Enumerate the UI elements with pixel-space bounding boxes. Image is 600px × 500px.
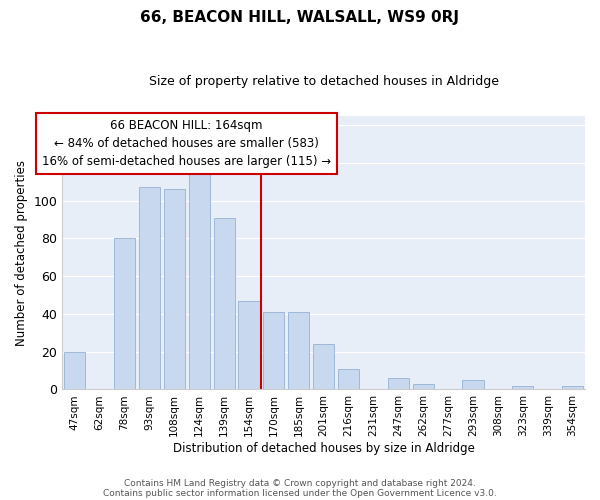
Text: 66, BEACON HILL, WALSALL, WS9 0RJ: 66, BEACON HILL, WALSALL, WS9 0RJ (140, 10, 460, 25)
Bar (463, 380, 484, 390)
Bar (512, 386, 533, 390)
Text: Contains public sector information licensed under the Open Government Licence v3: Contains public sector information licen… (103, 488, 497, 498)
Bar (188, 174, 210, 390)
Bar (238, 300, 260, 390)
Bar (214, 218, 235, 390)
Bar (288, 312, 310, 390)
Text: Contains HM Land Registry data © Crown copyright and database right 2024.: Contains HM Land Registry data © Crown c… (124, 478, 476, 488)
X-axis label: Distribution of detached houses by size in Aldridge: Distribution of detached houses by size … (173, 442, 475, 455)
Bar (313, 344, 334, 390)
Bar (338, 368, 359, 390)
Bar (388, 378, 409, 390)
Bar (164, 189, 185, 390)
Bar (64, 352, 85, 390)
Bar (139, 188, 160, 390)
Bar (263, 312, 284, 390)
Title: Size of property relative to detached houses in Aldridge: Size of property relative to detached ho… (149, 75, 499, 88)
Y-axis label: Number of detached properties: Number of detached properties (15, 160, 28, 346)
Bar (562, 386, 583, 390)
Text: 66 BEACON HILL: 164sqm
← 84% of detached houses are smaller (583)
16% of semi-de: 66 BEACON HILL: 164sqm ← 84% of detached… (42, 120, 331, 168)
Bar (413, 384, 434, 390)
Bar (114, 238, 135, 390)
